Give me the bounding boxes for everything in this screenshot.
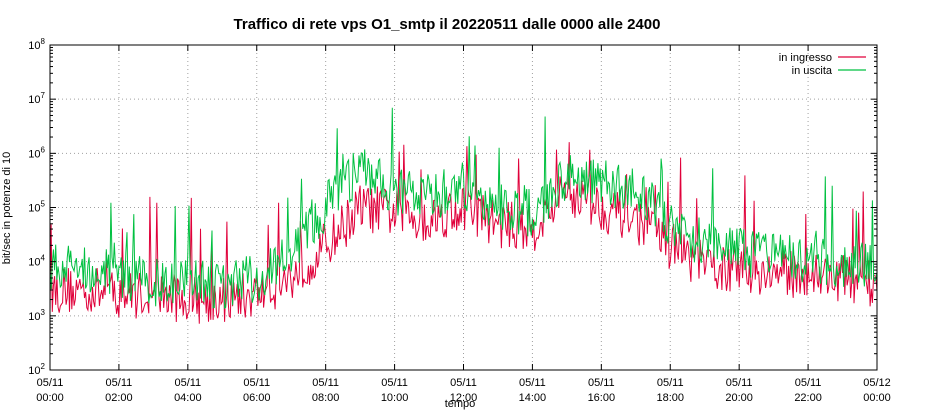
x-tick-time: 00:00 xyxy=(36,392,64,404)
y-tick-label: 106 xyxy=(28,145,45,160)
x-tick-time: 20:00 xyxy=(725,392,753,404)
x-axis-ticks: 05/11 00:00 05/11 02:00 05/11 04:00 05/11 06:00… xyxy=(36,45,891,404)
x-tick-time: 02:00 xyxy=(105,392,133,404)
y-axis-label: bit/sec in potenze di 10 xyxy=(1,152,13,265)
grid xyxy=(50,45,877,370)
x-tick-date: 05/11 xyxy=(657,377,684,389)
x-tick-date: 05/11 xyxy=(174,377,201,389)
x-tick-date: 05/11 xyxy=(450,377,477,389)
series-line-1 xyxy=(49,107,878,310)
x-tick-time: 14:00 xyxy=(519,392,547,404)
x-tick-date: 05/11 xyxy=(106,377,133,389)
x-tick-time: 18:00 xyxy=(656,392,684,404)
y-tick-label: 107 xyxy=(28,91,45,106)
legend-label: in ingresso xyxy=(779,52,832,64)
x-tick-time: 22:00 xyxy=(794,392,822,404)
y-tick-label: 104 xyxy=(28,254,45,269)
x-tick-time: 16:00 xyxy=(588,392,616,404)
x-axis-label: tempo xyxy=(445,398,476,410)
y-tick-label: 103 xyxy=(28,308,45,323)
y-tick-label: 102 xyxy=(28,362,45,377)
x-tick-date: 05/11 xyxy=(312,377,339,389)
x-tick-date: 05/11 xyxy=(726,377,753,389)
y-tick-label: 108 xyxy=(28,37,45,52)
x-tick-time: 00:00 xyxy=(863,392,891,404)
y-tick-label: 105 xyxy=(28,200,45,215)
chart-title: Traffico di rete vps O1_smtp il 20220511… xyxy=(234,16,661,33)
x-tick-time: 04:00 xyxy=(174,392,202,404)
x-tick-time: 06:00 xyxy=(243,392,271,404)
x-tick-date: 05/11 xyxy=(588,377,615,389)
legend-label: in uscita xyxy=(792,65,833,77)
x-tick-date: 05/11 xyxy=(519,377,546,389)
x-tick-time: 08:00 xyxy=(312,392,340,404)
x-tick-date: 05/11 xyxy=(37,377,64,389)
x-tick-date: 05/11 xyxy=(381,377,408,389)
x-tick-time: 10:00 xyxy=(381,392,409,404)
x-tick-time: 12:00 xyxy=(450,392,478,404)
x-tick-date: 05/12 xyxy=(863,377,891,389)
y-axis-ticks: 102 103 104 105 106 107 108 xyxy=(28,37,877,377)
series-layer xyxy=(49,107,878,324)
x-tick-date: 05/11 xyxy=(795,377,822,389)
x-tick-date: 05/11 xyxy=(243,377,270,389)
